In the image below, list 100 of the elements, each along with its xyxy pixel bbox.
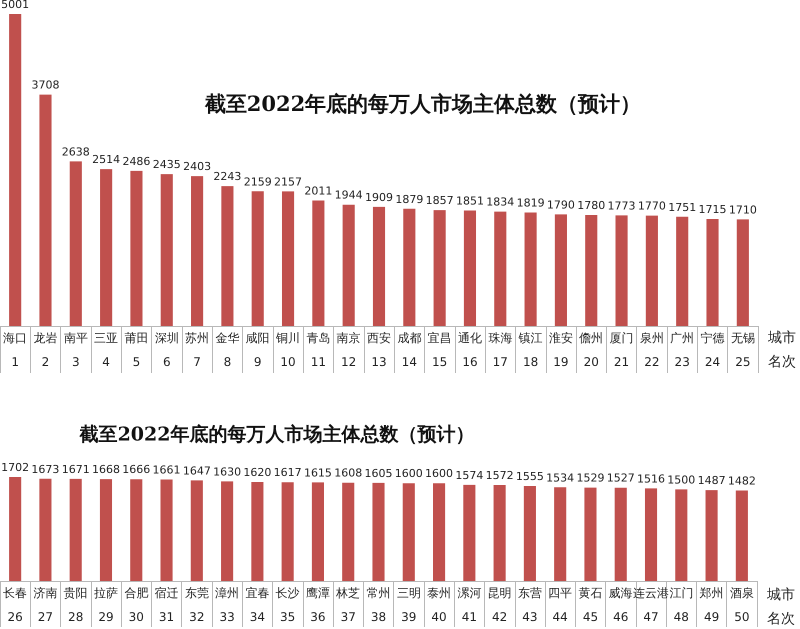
x-tick-label: 海口 1 xyxy=(3,331,28,369)
bar xyxy=(736,490,748,581)
data-label: 3708 xyxy=(31,78,60,92)
data-label: 1909 xyxy=(365,190,393,204)
bar xyxy=(372,206,386,326)
data-label: 1790 xyxy=(546,198,575,212)
data-label: 1527 xyxy=(606,472,635,485)
data-label: 1620 xyxy=(243,466,272,480)
bar xyxy=(221,186,234,326)
bar xyxy=(9,477,22,581)
data-label: 1600 xyxy=(425,467,454,480)
data-label: 1666 xyxy=(122,463,150,476)
bar xyxy=(160,480,173,581)
x-tick-label: 莆田 5 xyxy=(124,331,148,369)
data-label: 2403 xyxy=(183,160,212,174)
data-label: 1516 xyxy=(637,472,666,486)
x-tick-label: 无锡 25 xyxy=(730,331,755,369)
data-label: 1879 xyxy=(395,192,424,206)
bar xyxy=(9,14,22,326)
x-tick-label: 深圳 6 xyxy=(154,331,179,369)
x-tick-label: 四平 44 xyxy=(548,586,572,624)
x-tick-label: 拉萨 29 xyxy=(94,586,118,624)
bar xyxy=(524,212,537,326)
x-axis-title: 城市名次 xyxy=(767,586,796,629)
bar xyxy=(221,481,234,581)
x-tick-label: 鹰潭 36 xyxy=(306,586,330,624)
x-tick-label: 济南 27 xyxy=(33,586,58,624)
x-tick-label: 西安 13 xyxy=(367,331,391,369)
x-tick-label: 昆明 42 xyxy=(488,586,512,624)
bar xyxy=(433,483,446,581)
bar xyxy=(676,216,688,326)
data-label: 1944 xyxy=(334,188,363,202)
bar xyxy=(584,488,597,581)
x-tick-label: 林芝 37 xyxy=(335,586,360,624)
x-axis-title: 城市名次 xyxy=(768,329,797,372)
bar xyxy=(282,482,294,581)
data-label: 1617 xyxy=(274,466,302,480)
data-label: 1661 xyxy=(152,464,181,477)
x-tick-label: 酒泉 50 xyxy=(730,586,754,624)
bar xyxy=(736,219,749,326)
bar xyxy=(585,214,598,326)
x-tick-label: 珠海 17 xyxy=(488,331,512,369)
x-tick-label: 漳州 33 xyxy=(215,586,240,624)
bar xyxy=(130,479,142,581)
data-label: 2514 xyxy=(92,153,120,166)
x-tick-label: 宜昌 15 xyxy=(428,331,452,369)
bar xyxy=(100,169,112,326)
data-label: 1529 xyxy=(576,472,604,485)
x-tick-label: 淮安 19 xyxy=(548,331,573,369)
x-tick-label: 威海 46 xyxy=(608,586,633,624)
data-label: 1834 xyxy=(486,196,514,209)
x-tick-label: 郑州 49 xyxy=(700,586,724,624)
data-label: 1702 xyxy=(1,461,30,474)
x-tick-label: 青岛 11 xyxy=(306,331,330,369)
data-label: 1851 xyxy=(456,194,484,208)
bar xyxy=(160,174,173,326)
x-tick-label: 咸阳 9 xyxy=(246,331,270,369)
bar xyxy=(614,488,627,581)
bar xyxy=(39,478,52,581)
bar xyxy=(675,489,688,581)
x-tick-label: 三明 39 xyxy=(396,586,421,624)
data-label: 1487 xyxy=(698,474,726,488)
data-label: 1630 xyxy=(213,465,242,478)
bar xyxy=(706,219,719,326)
data-label: 1482 xyxy=(728,474,756,488)
bar xyxy=(463,484,476,581)
text: 截至2022年底的每万人市场主体总数（预计） xyxy=(204,91,642,116)
data-label: 1600 xyxy=(394,467,423,480)
data-label: 2011 xyxy=(304,184,332,198)
x-tick-label: 东莞 32 xyxy=(184,586,209,624)
x-tick-label: 龙岩 2 xyxy=(33,331,58,369)
bar xyxy=(402,483,415,581)
bar xyxy=(646,216,658,326)
data-label: 2243 xyxy=(213,170,242,184)
data-label: 2435 xyxy=(152,158,181,172)
data-label: 2638 xyxy=(62,145,90,158)
x-tick-label: 黄石 45 xyxy=(578,586,602,624)
bar xyxy=(190,480,203,581)
bar xyxy=(494,212,506,326)
x-tick-label: 苏州 7 xyxy=(185,331,210,369)
bar xyxy=(464,210,476,326)
data-label: 1608 xyxy=(334,466,362,480)
bar xyxy=(403,208,416,326)
bar xyxy=(312,482,324,581)
bar xyxy=(554,487,566,581)
data-label: 1673 xyxy=(31,462,60,476)
bar xyxy=(70,478,82,581)
bar xyxy=(372,482,385,581)
x-tick-label: 宿迁 31 xyxy=(154,586,179,624)
data-label: 1647 xyxy=(182,464,211,478)
x-tick-label: 长春 26 xyxy=(3,586,28,624)
bar xyxy=(494,484,506,581)
x-tick-label: 贵阳 28 xyxy=(64,586,88,624)
bar xyxy=(524,486,536,581)
x-tick-label: 铜川 10 xyxy=(275,331,300,369)
bar xyxy=(252,191,264,326)
data-label: 2157 xyxy=(274,175,302,188)
data-label: 1555 xyxy=(516,470,544,483)
data-label: 1534 xyxy=(546,471,574,484)
bar xyxy=(342,482,354,581)
